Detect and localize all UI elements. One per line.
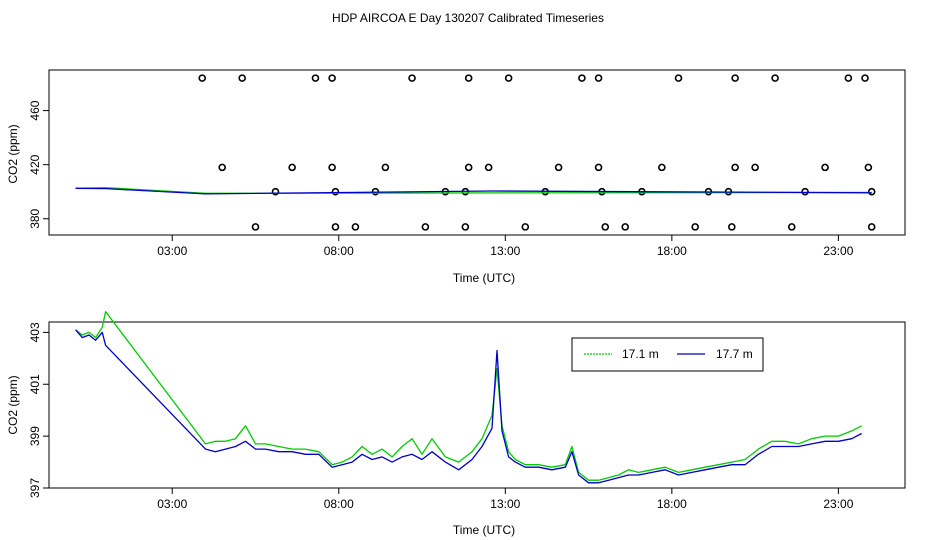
calibration-point <box>461 223 470 231</box>
calibration-point <box>421 223 430 231</box>
calibration-point <box>288 163 296 172</box>
calibration-point <box>328 74 336 82</box>
calibration-point <box>331 223 340 231</box>
bottom-x-tick-label: 08:00 <box>324 497 354 511</box>
calibration-point <box>844 74 853 82</box>
top-y-tick-label: 420 <box>28 154 42 174</box>
calibration-point <box>198 74 207 82</box>
bottom-y-tick-label: 401 <box>28 374 42 394</box>
bottom-series-lines <box>75 310 862 484</box>
bottom-x-axis-label: Time (UTC) <box>453 523 515 537</box>
calibration-point <box>331 187 340 196</box>
bottom-x-axis: 03:00 08:00 13:00 18:00 23:00 <box>157 488 854 511</box>
calibration-point <box>861 74 869 82</box>
top-x-tick-label: 18:00 <box>657 244 687 258</box>
calibration-point <box>867 223 876 231</box>
top-y-tick-label: 380 <box>28 208 42 228</box>
bottom-x-tick-label: 03:00 <box>157 497 187 511</box>
calibration-point <box>787 223 796 231</box>
top-series-lines <box>75 187 872 195</box>
calibration-point <box>271 187 280 196</box>
calibration-point <box>691 223 699 231</box>
calibration-point <box>238 74 246 82</box>
figure-title: HDP AIRCOA E Day 130207 Calibrated Times… <box>332 11 604 25</box>
calibration-point <box>771 74 779 82</box>
legend: 17.1 m 17.7 m <box>571 337 764 372</box>
calibration-point <box>751 163 759 172</box>
calibration-point <box>578 74 586 82</box>
calibration-point <box>351 223 360 231</box>
bottom-y-axis: 397 399 401 403 <box>28 322 49 498</box>
bottom-plot-frame <box>48 321 906 489</box>
calibration-point <box>728 223 736 231</box>
calibration-point <box>674 74 683 82</box>
calibration-point <box>464 163 473 172</box>
bottom-x-tick-label: 13:00 <box>490 497 520 511</box>
calibration-point <box>594 163 603 172</box>
top-x-tick-label: 03:00 <box>157 244 187 258</box>
calibration-point <box>328 163 336 172</box>
calibration-point <box>311 74 320 82</box>
calibration-point <box>408 74 416 82</box>
calibration-point <box>504 74 513 82</box>
bottom-x-tick-label: 18:00 <box>657 497 687 511</box>
bottom-y-tick-label: 399 <box>28 426 42 446</box>
top-x-axis-label: Time (UTC) <box>453 271 515 285</box>
calibration-point <box>251 223 260 231</box>
bottom-x-tick-label: 23:00 <box>823 497 853 511</box>
top-x-tick-label: 08:00 <box>324 244 354 258</box>
top-plot-frame <box>48 69 906 236</box>
calibration-point <box>821 163 829 172</box>
bottom-y-axis-label: CO2 (ppm) <box>6 375 20 434</box>
top-y-tick-label: 460 <box>28 100 42 120</box>
legend-label-17-7m: 17.7 m <box>716 347 753 361</box>
top-y-axis: 380 420 460 <box>28 100 49 229</box>
top-x-tick-label: 23:00 <box>823 244 853 258</box>
calibration-point <box>218 163 226 172</box>
calibration-point <box>731 74 739 82</box>
calibration-point <box>867 187 876 196</box>
calibration-point <box>801 187 809 196</box>
calibration-point <box>484 163 493 172</box>
calibration-point <box>381 163 390 172</box>
calibration-point <box>601 223 610 231</box>
top-series-17-7-m <box>75 187 872 195</box>
calibration-point <box>658 163 666 172</box>
top-calibration-points <box>198 74 876 231</box>
calibration-point <box>864 163 873 172</box>
calibration-point <box>594 74 603 82</box>
top-panel: 03:00 08:00 13:00 18:00 23:00 380 420 460 Time… <box>6 69 906 285</box>
top-x-tick-label: 13:00 <box>490 244 520 258</box>
top-x-axis: 03:00 08:00 13:00 18:00 23:00 <box>157 235 854 258</box>
calibration-point <box>464 74 473 82</box>
calibration-point <box>521 223 530 231</box>
top-y-axis-label: CO2 (ppm) <box>6 124 20 183</box>
bottom-y-tick-label: 403 <box>28 322 42 342</box>
bottom-series-17-7-m <box>75 329 862 484</box>
bottom-y-tick-label: 397 <box>28 478 42 498</box>
calibration-point <box>731 163 739 172</box>
legend-label-17-1m: 17.1 m <box>622 347 659 361</box>
calibration-point <box>554 163 563 172</box>
calibration-point <box>621 223 630 231</box>
bottom-panel: 03:00 08:00 13:00 18:00 23:00 397 399 401 403 T… <box>6 310 906 537</box>
bottom-series-17-1-m <box>75 310 862 481</box>
